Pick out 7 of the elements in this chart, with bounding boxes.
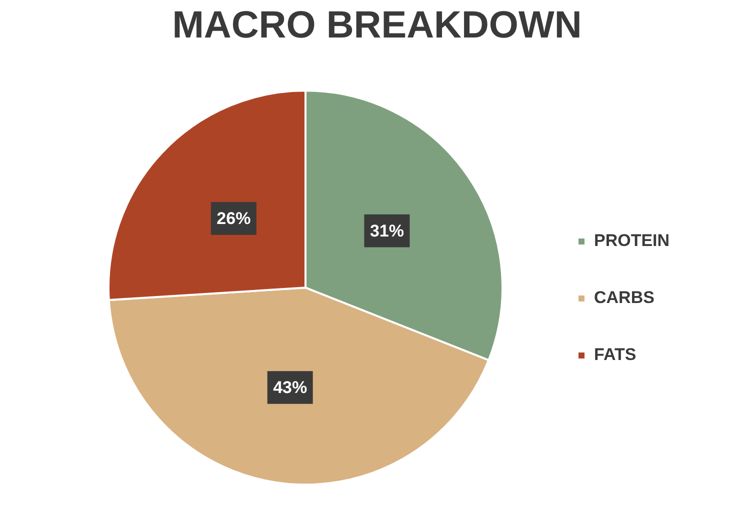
data-label: 26%: [216, 208, 251, 228]
legend-label: CARBS: [594, 288, 654, 308]
chart-title: MACRO BREAKDOWN: [172, 4, 582, 46]
legend-label: FATS: [594, 345, 636, 365]
data-label: 43%: [273, 378, 308, 397]
data-label: 31%: [370, 221, 404, 240]
legend-label: PROTEIN: [594, 231, 670, 251]
